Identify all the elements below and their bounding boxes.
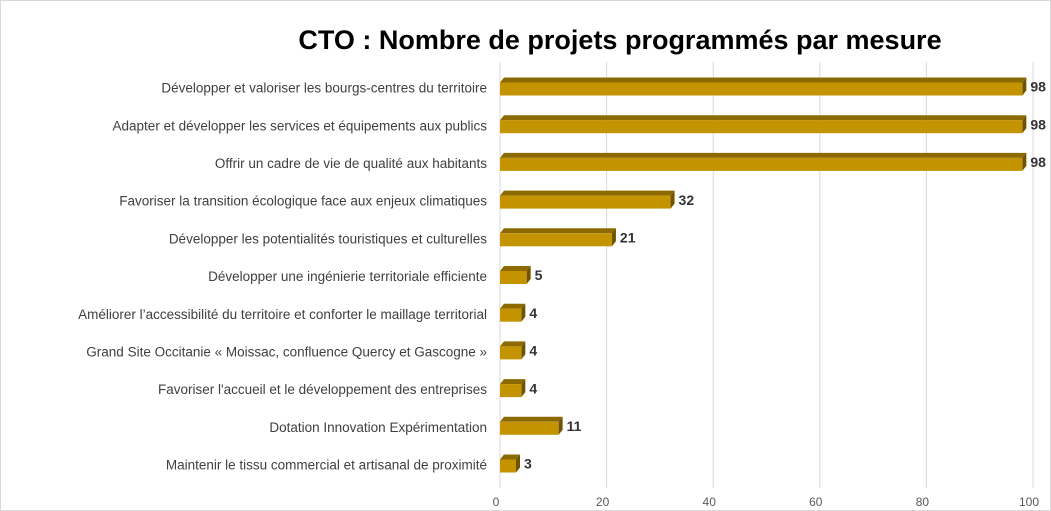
bar-top bbox=[500, 228, 616, 234]
bar-side bbox=[1022, 115, 1027, 134]
bar bbox=[500, 384, 522, 398]
bar-top bbox=[500, 341, 526, 347]
value-label: 21 bbox=[620, 230, 636, 246]
value-label: 3 bbox=[524, 456, 532, 472]
bar-side bbox=[526, 266, 531, 284]
x-tick-label: 20 bbox=[596, 495, 610, 509]
y-tick-label: Dotation Innovation Expérimentation bbox=[269, 420, 487, 435]
bar-side bbox=[558, 416, 563, 435]
x-tick-label: 100 bbox=[1019, 495, 1039, 509]
bar-top bbox=[500, 379, 526, 385]
y-tick-label: Développer les potentialités touristique… bbox=[169, 231, 487, 246]
y-tick-label: Développer et valoriser les bourgs-centr… bbox=[161, 81, 487, 96]
y-tick-label: Offrir un cadre de vie de qualité aux ha… bbox=[215, 156, 487, 171]
value-label: 32 bbox=[679, 192, 695, 208]
bar-side bbox=[515, 454, 520, 473]
x-tick-label: 60 bbox=[809, 495, 823, 509]
value-label: 4 bbox=[529, 305, 537, 321]
y-tick-label: Favoriser la transition écologique face … bbox=[119, 194, 487, 209]
bar bbox=[500, 233, 612, 247]
bar bbox=[500, 195, 671, 209]
bar-side bbox=[1022, 152, 1027, 171]
bar-side bbox=[521, 379, 526, 398]
x-tick-label: 0 bbox=[493, 495, 500, 509]
y-tick-label: Favoriser l'accueil et le développement … bbox=[158, 382, 487, 397]
bar bbox=[500, 120, 1023, 134]
y-tick-label: Grand Site Occitanie « Moissac, confluen… bbox=[86, 344, 487, 359]
bar-top bbox=[500, 303, 526, 309]
bar bbox=[500, 157, 1023, 171]
bar bbox=[500, 346, 522, 360]
y-tick-label: Améliorer l’accessibilité du territoire … bbox=[78, 307, 487, 322]
bar-side bbox=[611, 228, 616, 247]
x-tick-label: 80 bbox=[916, 495, 930, 509]
bar-top bbox=[500, 115, 1027, 121]
bar-top bbox=[500, 416, 563, 422]
bar-top bbox=[500, 152, 1027, 158]
bar bbox=[500, 82, 1023, 96]
y-tick-label: Adapter et développer les services et éq… bbox=[113, 118, 488, 133]
x-tick-label: 40 bbox=[703, 495, 717, 509]
bar-top bbox=[500, 454, 520, 460]
bar-side bbox=[521, 341, 526, 360]
bar bbox=[500, 271, 527, 284]
bar bbox=[500, 421, 559, 435]
value-label: 4 bbox=[529, 343, 537, 359]
value-label: 98 bbox=[1030, 154, 1046, 170]
chart-title: CTO : Nombre de projets programmés par m… bbox=[298, 25, 941, 55]
bar bbox=[500, 308, 522, 322]
value-label: 11 bbox=[567, 418, 582, 434]
bar-top bbox=[500, 77, 1027, 83]
bar-side bbox=[521, 303, 526, 322]
bar bbox=[500, 459, 516, 473]
bar-side bbox=[1022, 77, 1027, 96]
bar-top bbox=[500, 190, 675, 196]
value-label: 98 bbox=[1030, 79, 1046, 95]
bar-side bbox=[670, 190, 675, 209]
y-tick-label: Maintenir le tissu commercial et artisan… bbox=[166, 458, 487, 473]
value-label: 5 bbox=[535, 267, 543, 283]
y-tick-label: Développer une ingénierie territoriale e… bbox=[208, 269, 487, 284]
value-label: 98 bbox=[1030, 116, 1046, 132]
value-label: 4 bbox=[529, 380, 537, 396]
bar-top bbox=[500, 266, 531, 271]
